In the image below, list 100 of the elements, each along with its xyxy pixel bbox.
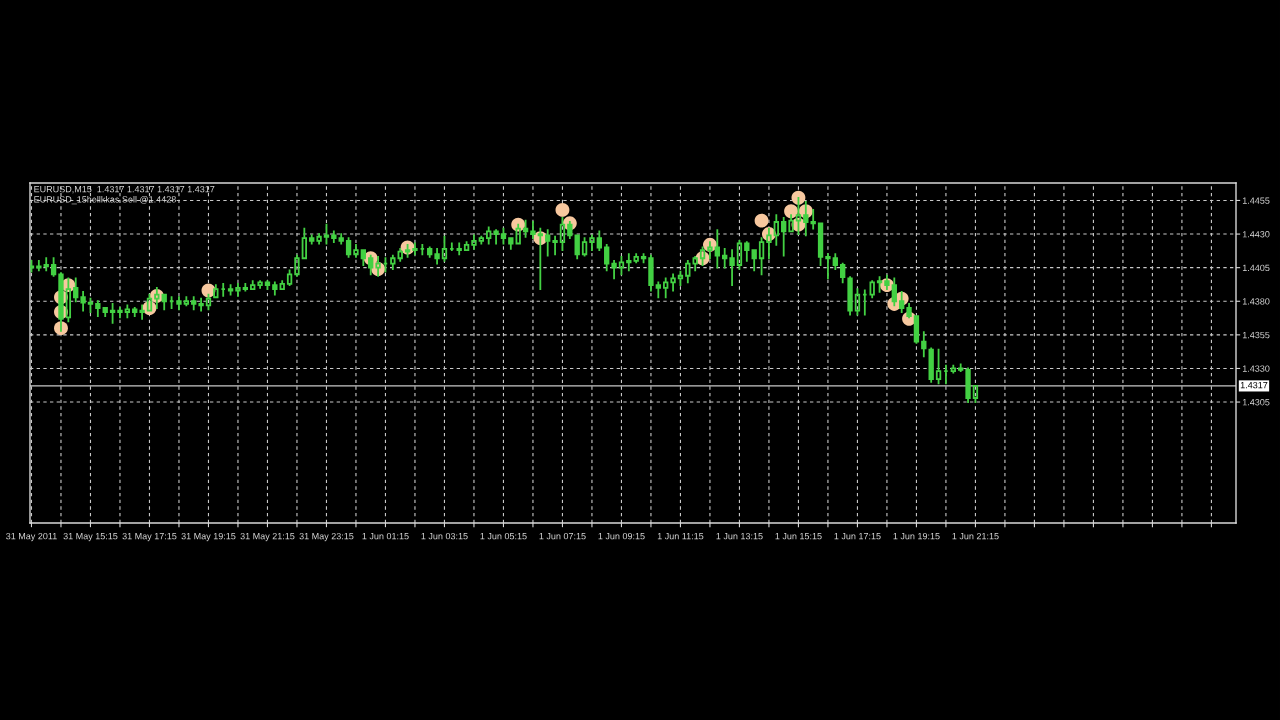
candlestick: [618, 256, 625, 276]
candlestick: [198, 297, 204, 312]
candlestick: [781, 217, 787, 257]
candlestick: [30, 260, 35, 273]
candlestick: [530, 221, 536, 240]
candlestick: [117, 307, 123, 319]
candlestick: [382, 257, 389, 273]
candlestick: [773, 214, 779, 246]
candlestick: [633, 253, 639, 264]
candlestick: [500, 227, 507, 245]
candlestick: [235, 282, 241, 297]
candlestick: [685, 260, 691, 284]
x-tick-label: 1 Jun 07:15: [539, 532, 586, 540]
candlestick: [891, 277, 897, 307]
candlestick: [87, 297, 94, 313]
y-tick-label: 1.4330: [1242, 365, 1270, 372]
x-tick-label: 1 Jun 05:15: [480, 532, 527, 540]
candlestick: [95, 300, 101, 317]
candlestick: [921, 331, 927, 358]
candlestick: [589, 234, 595, 252]
x-tick-label: 1 Jun 11:15: [657, 533, 704, 540]
candlestick: [102, 307, 108, 317]
candlestick: [604, 243, 610, 272]
candlestick: [810, 208, 816, 230]
candlestick: [788, 214, 794, 233]
candlestick: [847, 276, 853, 316]
candlestick: [545, 229, 551, 257]
candlestick: [323, 223, 330, 245]
point: [791, 190, 806, 205]
candlestick: [294, 254, 300, 277]
text: EURUSD_15hellkkas Sell @1.4428: [34, 195, 176, 205]
candlestick: [714, 229, 720, 269]
candlestick: [404, 243, 411, 258]
x-tick-label: 31 May 21:15: [240, 532, 295, 542]
x-tick-label: 1 Jun 17:15: [834, 533, 881, 540]
candlestick: [626, 253, 632, 272]
candlestick: [353, 243, 359, 258]
candlestick: [958, 363, 964, 373]
x-tick-label: 1 Jun 13:15: [716, 532, 763, 540]
candlestick: [257, 280, 263, 289]
candlestick: [913, 315, 920, 344]
candlestick: [596, 230, 602, 252]
candlestick: [692, 256, 698, 272]
candlestick: [301, 227, 308, 260]
candlestick: [316, 233, 322, 245]
candlestick: [390, 254, 396, 270]
candlestick: [331, 230, 337, 244]
candlestick: [862, 289, 868, 316]
x-tick-label: 31 May 23:15: [299, 532, 354, 542]
x-tick-label: 31 May 17:15: [122, 532, 177, 542]
x-tick-label: 1 Jun 03:15: [421, 532, 468, 540]
candlestick: [264, 280, 271, 291]
candlestick: [375, 256, 381, 277]
candlestick: [869, 280, 875, 299]
candlestick: [611, 260, 617, 280]
candlestick: [65, 277, 72, 323]
candlestick: [441, 235, 448, 262]
candlestick: [58, 272, 64, 332]
candlestick: [640, 253, 647, 264]
candlestick: [109, 303, 116, 324]
candlestick: [707, 241, 713, 260]
candlestick: [655, 281, 661, 299]
candlestick: [559, 217, 566, 252]
candlestick: [132, 307, 138, 317]
candlestick: [508, 237, 514, 250]
candlestick: [36, 260, 42, 272]
candlestick: [345, 237, 352, 258]
candlestick: [205, 293, 212, 311]
candlestick: [493, 229, 499, 245]
point: [754, 213, 769, 228]
x-tick-label: 1 Jun 15:15: [775, 533, 822, 540]
ref-line-label: 1.4317: [1240, 381, 1268, 389]
candlestick: [899, 290, 905, 313]
candlestick: [463, 241, 470, 252]
candlestick: [552, 235, 558, 256]
candlestick: [471, 234, 477, 250]
candlestick: [522, 219, 529, 238]
candlestick: [412, 242, 418, 256]
candlestick: [699, 246, 706, 266]
candlestick: [146, 293, 153, 312]
x-tick-label: 1 Jun 21:15: [952, 532, 999, 540]
candlestick: [227, 284, 234, 296]
candlestick: [50, 257, 57, 277]
candlestick: [729, 249, 735, 287]
candlestick: [854, 288, 861, 316]
candlestick: [928, 347, 934, 383]
candlestick: [972, 385, 979, 403]
candlestick: [309, 234, 315, 245]
candlestick: [272, 281, 278, 296]
x-tick-label: 31 May 19:15: [181, 532, 236, 542]
candlestick: [154, 286, 160, 309]
candlestick: [670, 273, 676, 292]
candlestick: [360, 249, 367, 266]
candlestick: [124, 304, 131, 319]
candlestick: [456, 242, 462, 256]
candlestick: [744, 241, 750, 262]
y-tick-label: 1.4380: [1242, 298, 1270, 305]
candlestick: [840, 262, 846, 284]
candlestick: [722, 247, 728, 269]
candlestick: [279, 280, 285, 291]
